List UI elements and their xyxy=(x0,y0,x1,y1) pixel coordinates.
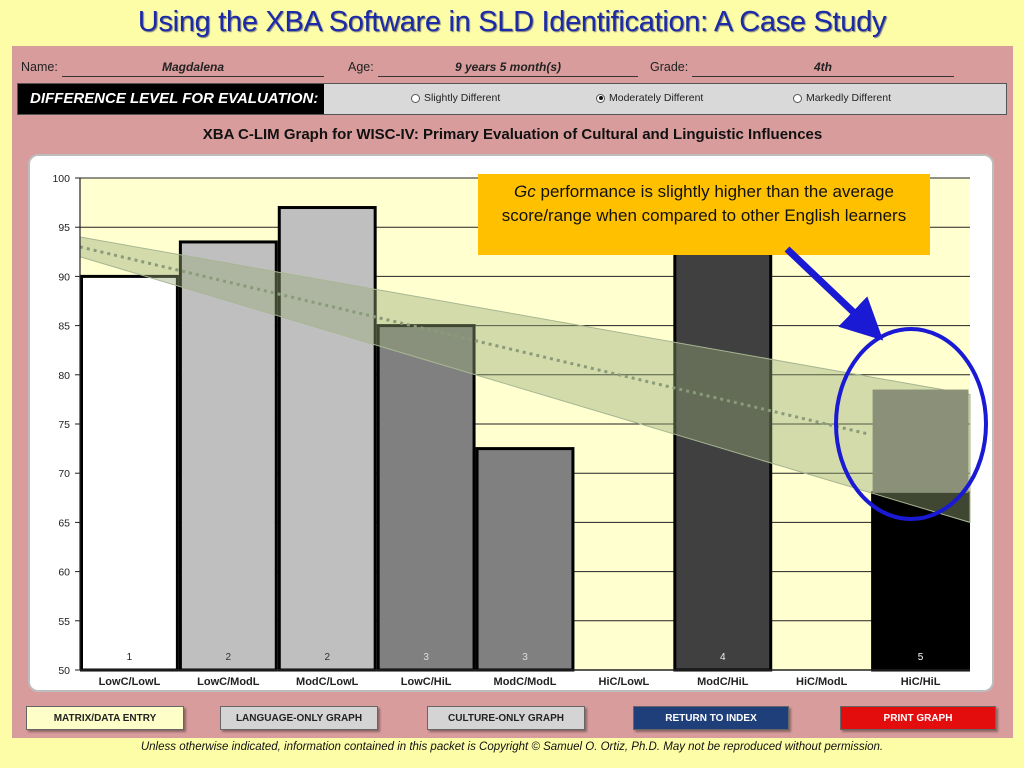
y-tick-label: 75 xyxy=(58,419,70,431)
x-category-label: LowC/LowL xyxy=(99,676,161,688)
y-tick-label: 80 xyxy=(58,370,70,382)
radio-circle-icon[interactable] xyxy=(793,93,802,103)
radio-circle-icon[interactable] xyxy=(411,93,420,103)
student-info-row: Name: Magdalena Age: 9 years 5 month(s) … xyxy=(12,58,1013,80)
difference-level-bar: DIFFERENCE LEVEL FOR EVALUATION: Slightl… xyxy=(17,83,1007,115)
name-field[interactable]: Magdalena xyxy=(62,60,324,77)
y-tick-label: 100 xyxy=(52,173,70,185)
bar-count-label: 3 xyxy=(423,652,429,663)
clim-panel: Name: Magdalena Age: 9 years 5 month(s) … xyxy=(12,46,1013,738)
y-tick-label: 65 xyxy=(58,517,70,529)
x-category-label: ModC/ModL xyxy=(494,676,557,688)
copyright-footer: Unless otherwise indicated, information … xyxy=(140,741,884,753)
age-field[interactable]: 9 years 5 month(s) xyxy=(378,60,638,77)
bar-hic-hil xyxy=(871,491,970,672)
radio-slightly-different[interactable]: Slightly Different xyxy=(411,92,500,104)
x-category-label: HiC/HiL xyxy=(901,676,941,688)
x-category-label: LowC/HiL xyxy=(401,676,452,688)
y-tick-label: 70 xyxy=(58,468,70,480)
chart-title: XBA C-LIM Graph for WISC-IV: Primary Eva… xyxy=(202,126,823,143)
x-category-label: HiC/ModL xyxy=(796,676,848,688)
callout-italic: Gc xyxy=(514,182,536,201)
radio-markedly-different[interactable]: Markedly Different xyxy=(793,92,891,104)
radio-moderately-different[interactable]: Moderately Different xyxy=(596,92,703,104)
x-category-label: ModC/HiL xyxy=(697,676,749,688)
expected-trend-line xyxy=(79,245,868,436)
y-tick-label: 55 xyxy=(58,616,70,628)
bar-count-label: 4 xyxy=(720,652,726,663)
grade-field[interactable]: 4th xyxy=(692,60,954,77)
difference-level-label: DIFFERENCE LEVEL FOR EVALUATION: xyxy=(18,84,324,114)
age-label: Age: xyxy=(348,60,374,74)
bar-modc-lowl xyxy=(277,206,377,672)
bar-count-label: 3 xyxy=(522,652,528,663)
x-category-label: ModC/LowL xyxy=(296,676,359,688)
y-tick-label: 60 xyxy=(58,567,70,579)
bar-count-label: 2 xyxy=(324,652,330,663)
bar-count-label: 5 xyxy=(918,652,924,663)
gc-callout: Gc performance is slightly higher than t… xyxy=(478,174,930,255)
x-category-label: LowC/ModL xyxy=(197,676,260,688)
bar-lowc-modl xyxy=(178,240,278,672)
return-to-index-button[interactable]: RETURN TO INDEX xyxy=(633,706,789,730)
print-graph-button[interactable]: PRINT GRAPH xyxy=(840,706,996,730)
radio-selected-icon[interactable] xyxy=(596,93,605,103)
y-tick-label: 95 xyxy=(58,222,70,234)
bar-modc-modl xyxy=(475,447,575,672)
bar-lowc-lowl xyxy=(80,274,179,672)
y-tick-label: 90 xyxy=(58,271,70,283)
language-only-graph-button[interactable]: LANGUAGE-ONLY GRAPH xyxy=(220,706,378,730)
slide-title: Using the XBA Software in SLD Identifica… xyxy=(137,6,887,38)
y-tick-label: 50 xyxy=(58,665,70,677)
callout-text: performance is slightly higher than the … xyxy=(501,182,907,225)
matrix-data-entry-button[interactable]: MATRIX/DATA ENTRY xyxy=(26,706,184,730)
y-tick-label: 85 xyxy=(58,321,70,333)
x-category-label: HiC/LowL xyxy=(599,676,650,688)
gc-highlight-segment xyxy=(872,389,969,493)
bar-count-label: 2 xyxy=(226,652,232,663)
bar-lowc-hil xyxy=(376,324,476,672)
name-label: Name: xyxy=(21,60,58,74)
bar-count-label: 1 xyxy=(127,652,133,663)
grade-label: Grade: xyxy=(650,60,689,74)
culture-only-graph-button[interactable]: CULTURE-ONLY GRAPH xyxy=(427,706,585,730)
